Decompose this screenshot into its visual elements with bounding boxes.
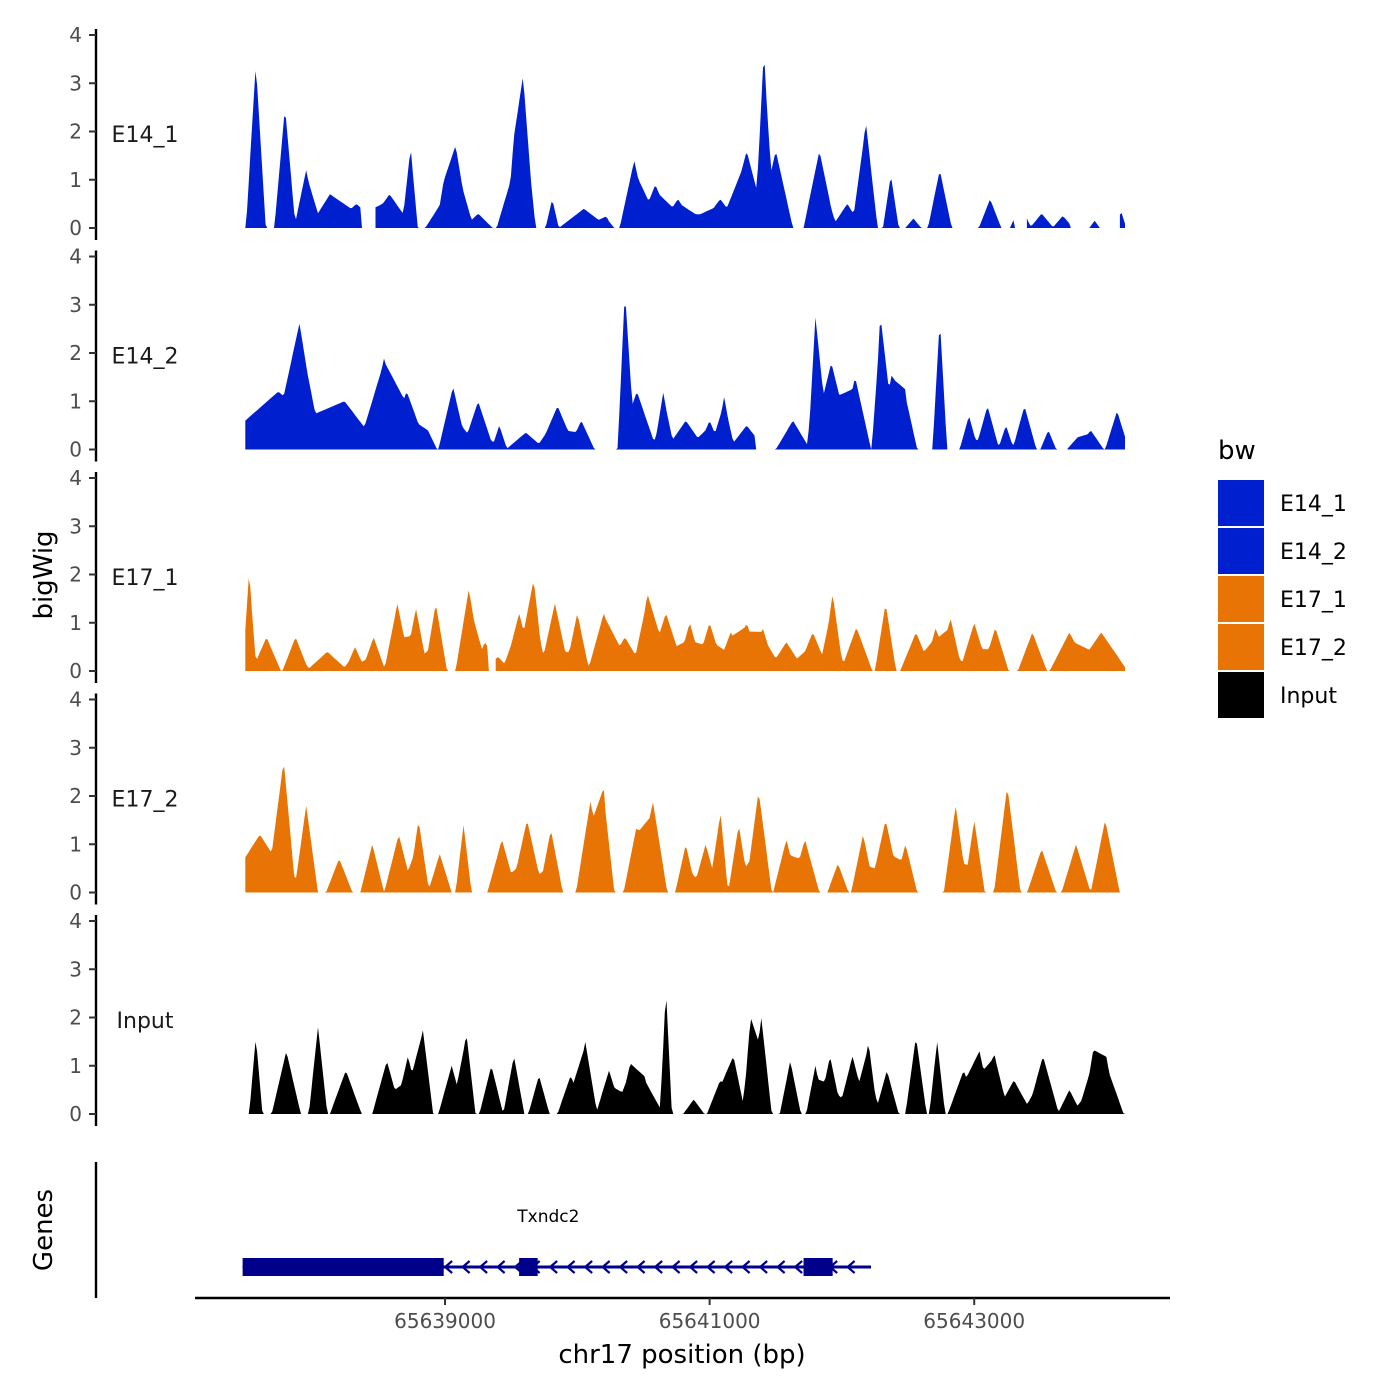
gene-model bbox=[242, 1258, 872, 1276]
genes-track: Genes Txndc2 bbox=[29, 1162, 872, 1298]
gene-name-label: Txndc2 bbox=[516, 1207, 579, 1227]
track-label: E14_1 bbox=[112, 123, 179, 148]
y-axis-title: bigWig bbox=[29, 530, 59, 619]
y-tick-label: 4 bbox=[69, 688, 82, 712]
legend-label-E14_1: E14_1 bbox=[1280, 492, 1347, 517]
gene-exon bbox=[803, 1258, 833, 1276]
legend-label-Input: Input bbox=[1280, 684, 1337, 709]
y-tick-label: 3 bbox=[69, 736, 82, 760]
y-tick-label: 0 bbox=[69, 438, 82, 462]
strand-arrow bbox=[705, 1260, 716, 1274]
legend-swatch-E14_2 bbox=[1218, 528, 1264, 574]
y-tick-label: 2 bbox=[69, 784, 82, 808]
x-tick-label: 65639000 bbox=[394, 1309, 496, 1333]
legend-title: bw bbox=[1218, 436, 1256, 466]
track-label: E17_2 bbox=[112, 788, 179, 813]
coverage-area-E14_1 bbox=[245, 64, 1126, 228]
y-tick-label: 1 bbox=[69, 389, 82, 413]
strand-arrow bbox=[688, 1260, 698, 1274]
y-tick-label: 0 bbox=[69, 659, 82, 683]
y-tick-label: 1 bbox=[69, 168, 82, 192]
track-Input: 0 1 2 3 4 Input bbox=[69, 909, 1126, 1126]
track-E14_1: 0 1 2 3 4 E14_1 bbox=[69, 23, 1126, 240]
genes-track-label: Genes bbox=[29, 1189, 59, 1271]
y-tick-label: 1 bbox=[69, 1054, 82, 1078]
strand-arrow bbox=[618, 1260, 628, 1274]
strand-arrow bbox=[443, 1260, 453, 1274]
y-tick-label: 4 bbox=[69, 466, 82, 490]
y-tick-label: 3 bbox=[69, 957, 82, 981]
y-tick-label: 4 bbox=[69, 909, 82, 933]
y-tick-label: 3 bbox=[69, 293, 82, 317]
track-E17_2: 0 1 2 3 4 E17_2 bbox=[69, 688, 1126, 905]
y-tick-label: 4 bbox=[69, 23, 82, 47]
y-tick-label: 1 bbox=[69, 611, 82, 635]
y-tick-label: 0 bbox=[69, 1102, 82, 1126]
track-label: E17_1 bbox=[112, 566, 179, 591]
coverage-area-E17_2 bbox=[245, 766, 1126, 893]
strand-arrow bbox=[583, 1260, 593, 1274]
gene-exon bbox=[242, 1258, 444, 1276]
y-tick-label: 1 bbox=[69, 832, 82, 856]
y-tick-label: 3 bbox=[69, 514, 82, 538]
strand-arrow bbox=[548, 1260, 558, 1274]
x-tick-label: 65643000 bbox=[923, 1309, 1025, 1333]
strand-arrow bbox=[670, 1260, 681, 1274]
coverage-area-E17_1 bbox=[245, 578, 1126, 671]
strand-arrow bbox=[635, 1260, 646, 1274]
legend-swatch-E17_1 bbox=[1218, 576, 1264, 622]
legend-swatch-E14_1 bbox=[1218, 480, 1264, 526]
strand-arrow bbox=[653, 1260, 663, 1274]
strand-arrow bbox=[565, 1260, 576, 1274]
track-E17_1: 0 1 2 3 4 E17_1 bbox=[69, 466, 1126, 683]
y-tick-label: 2 bbox=[69, 563, 82, 587]
strand-arrow bbox=[845, 1260, 856, 1274]
strand-arrow bbox=[775, 1260, 786, 1274]
y-tick-label: 3 bbox=[69, 71, 82, 95]
track-label: E14_2 bbox=[112, 345, 179, 370]
y-tick-label: 2 bbox=[69, 1006, 82, 1030]
legend-label-E14_2: E14_2 bbox=[1280, 540, 1347, 565]
coverage-area-E14_2 bbox=[245, 306, 1126, 450]
strand-arrow bbox=[793, 1260, 803, 1274]
track-E14_2: 0 1 2 3 4 E14_2 bbox=[69, 245, 1126, 462]
y-tick-label: 4 bbox=[69, 245, 82, 269]
strand-arrow bbox=[740, 1260, 751, 1274]
x-axis-title: chr17 position (bp) bbox=[558, 1340, 805, 1370]
gene-exon bbox=[519, 1258, 538, 1276]
strand-arrow bbox=[723, 1260, 733, 1274]
coverage-tracks: 0 1 2 3 4 E14_1 0 1 2 3 4 E14_2 0 1 2 3 4 E17_1 0 1 2 3 4 E17_2… bbox=[69, 23, 1126, 1126]
legend-label-E17_1: E17_1 bbox=[1280, 588, 1347, 613]
y-tick-label: 2 bbox=[69, 341, 82, 365]
strand-arrow bbox=[495, 1260, 506, 1274]
legend: bw E14_1 E14_2 E17_1 E17_2 Input bbox=[1218, 436, 1347, 718]
x-tick-label: 65641000 bbox=[659, 1309, 761, 1333]
strand-arrow bbox=[600, 1260, 611, 1274]
strand-arrow bbox=[460, 1260, 471, 1274]
coverage-area-Input bbox=[245, 1000, 1126, 1114]
y-tick-label: 2 bbox=[69, 120, 82, 144]
strand-arrow bbox=[758, 1260, 768, 1274]
y-tick-label: 0 bbox=[69, 881, 82, 905]
y-tick-label: 0 bbox=[69, 216, 82, 240]
legend-swatch-E17_2 bbox=[1218, 624, 1264, 670]
x-axis: chr17 position (bp) 65639000 65641000 6564… bbox=[195, 1296, 1170, 1370]
legend-label-E17_2: E17_2 bbox=[1280, 636, 1347, 661]
legend-swatch-Input bbox=[1218, 672, 1264, 718]
track-label: Input bbox=[117, 1009, 174, 1034]
strand-arrow bbox=[478, 1260, 488, 1274]
